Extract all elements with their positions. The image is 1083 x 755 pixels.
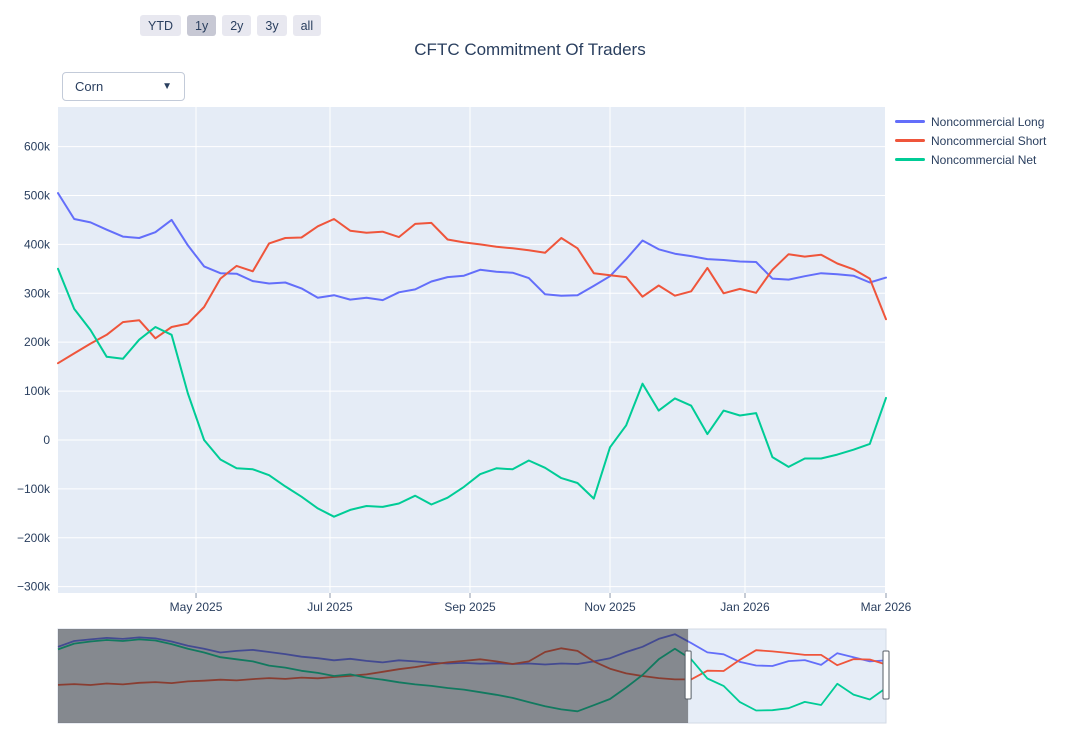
legend-item-noncommercial-net[interactable]: Noncommercial Net — [895, 150, 1046, 169]
legend-label: Noncommercial Short — [931, 133, 1047, 148]
chevron-down-icon: ▼ — [162, 81, 172, 92]
legend-label: Noncommercial Net — [931, 152, 1037, 167]
x-tick-label: Jul 2025 — [307, 600, 353, 614]
y-tick-label: −200k — [17, 531, 51, 545]
x-tick-label: Jan 2026 — [720, 600, 770, 614]
range-button-all[interactable]: all — [292, 15, 322, 36]
page-title: CFTC Commitment Of Traders — [414, 40, 646, 59]
y-tick-label: 300k — [24, 286, 51, 300]
commodity-dropdown-value: Corn — [75, 79, 104, 94]
rangeslider-handle-left[interactable] — [684, 650, 692, 700]
legend-item-noncommercial-long[interactable]: Noncommercial Long — [895, 112, 1046, 131]
y-tick-label: 500k — [24, 188, 51, 202]
rangeslider-mask — [58, 629, 689, 723]
plot-background — [58, 107, 886, 593]
y-axis-labels: 600k 500k 400k 300k 200k 100k 0 −100k −200k −300k — [17, 140, 51, 594]
range-button-ytd[interactable]: YTD — [140, 15, 181, 36]
x-tick-label: Nov 2025 — [584, 600, 636, 614]
main-plot[interactable] — [57, 107, 887, 593]
commodity-dropdown[interactable]: Corn ▼ — [62, 72, 185, 101]
y-tick-label: 100k — [24, 384, 51, 398]
range-selector: YTD 1y 2y 3y all — [140, 15, 322, 36]
y-tick-label: 0 — [43, 433, 50, 447]
series-noncommercial-long — [57, 192, 887, 302]
y-tick-label: 400k — [24, 237, 51, 251]
y-tick-label: 200k — [24, 335, 51, 349]
range-button-3y[interactable]: 3y — [257, 15, 287, 36]
legend-swatch-long — [895, 120, 925, 123]
series-noncommercial-net — [57, 267, 887, 518]
legend-swatch-net — [895, 158, 925, 161]
y-tick-label: −300k — [17, 580, 51, 594]
x-tick-label: May 2025 — [170, 600, 223, 614]
rangeslider-handle-right[interactable] — [882, 650, 890, 700]
legend: Noncommercial Long Noncommercial Short N… — [895, 112, 1046, 169]
legend-swatch-short — [895, 139, 925, 142]
legend-label: Noncommercial Long — [931, 114, 1045, 129]
x-tick-label: Sep 2025 — [444, 600, 496, 614]
legend-item-noncommercial-short[interactable]: Noncommercial Short — [895, 131, 1046, 150]
y-tick-label: −100k — [17, 482, 51, 496]
y-tick-label: 600k — [24, 140, 51, 154]
x-tick-label: Mar 2026 — [861, 600, 912, 614]
series-noncommercial-short — [57, 218, 887, 365]
rangeslider[interactable] — [57, 628, 890, 724]
range-button-1y[interactable]: 1y — [187, 15, 217, 36]
x-axis-labels: May 2025 Jul 2025 Sep 2025 Nov 2025 Jan 2026… — [170, 593, 912, 614]
range-button-2y[interactable]: 2y — [222, 15, 252, 36]
